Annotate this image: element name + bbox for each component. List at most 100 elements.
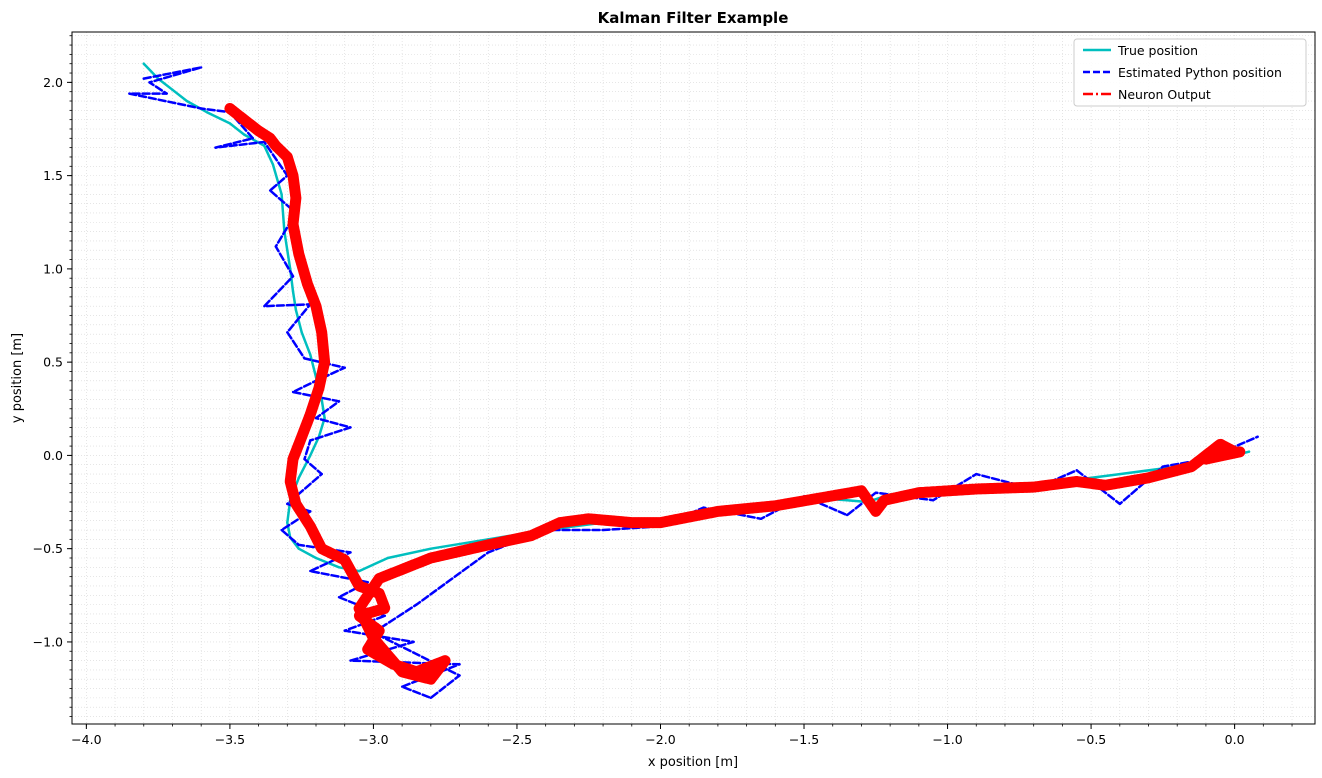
- neuron-output-line-point: [309, 413, 312, 416]
- neuron-output-line-point: [377, 592, 381, 595]
- estimated-position-line-point: [320, 472, 323, 476]
- estimated-position-line-point: [148, 81, 151, 84]
- estimated-position-line-point: [291, 275, 295, 278]
- y-tick-label: 0.0: [43, 448, 63, 463]
- y-tick-label: 2.0: [43, 75, 63, 90]
- x-tick-label: −2.5: [502, 732, 532, 747]
- true-position-line-point: [142, 62, 145, 65]
- estimated-position-line-point: [415, 603, 418, 606]
- neuron-output-line-point: [400, 670, 404, 673]
- neuron-output-line-point: [294, 196, 298, 200]
- legend-label-estimated-position: Estimated Python position: [1118, 65, 1282, 80]
- estimated-position-line-point: [309, 439, 312, 442]
- neuron-output-line-point: [291, 174, 295, 177]
- neuron-output-line-point: [1190, 465, 1193, 468]
- neuron-output-line-point: [377, 577, 381, 580]
- neuron-output-line-point: [320, 547, 323, 550]
- legend-label-neuron-output: Neuron Output: [1118, 87, 1211, 102]
- neuron-output-line-point: [1147, 476, 1150, 479]
- estimated-position-line-point: [383, 614, 387, 618]
- x-tick-label: −0.5: [1076, 732, 1106, 747]
- estimated-position-line-point: [297, 543, 300, 547]
- neuron-output-line-point: [1204, 457, 1208, 461]
- neuron-output-line-point: [429, 678, 433, 681]
- neuron-output-line-point: [377, 629, 381, 632]
- neuron-output-line-point: [294, 502, 298, 506]
- estimated-position-line-point: [412, 640, 415, 644]
- neuron-output-line-point: [320, 331, 323, 334]
- neuron-output-line-point: [860, 489, 863, 493]
- neuron-output-line-point: [716, 510, 720, 513]
- y-tick-label: −0.5: [33, 541, 63, 556]
- y-tick-label: 1.0: [43, 261, 63, 276]
- neuron-output-line-point: [309, 525, 312, 528]
- y-tick-label: 0.5: [43, 355, 63, 370]
- neuron-output-line-point: [392, 663, 395, 666]
- y-tick-label: 1.5: [43, 168, 63, 183]
- estimated-position-line-point: [343, 366, 346, 369]
- true-position-line-point: [323, 416, 326, 420]
- axes: −4.0 −3.5 −3.0 −2.5 −2.0 −1.5 −1.0 −0.5 0.0 −1.0 −…: [33, 35, 1293, 747]
- true-position-line-point: [185, 99, 189, 103]
- neuron-output-line-point: [228, 107, 232, 110]
- estimated-position-line-point: [314, 416, 318, 420]
- neuron-output-line-point: [297, 252, 300, 256]
- neuron-output-line-point: [659, 521, 662, 524]
- estimated-position-line-point: [759, 517, 763, 521]
- x-tick-label: −2.0: [645, 732, 675, 747]
- grid: [72, 32, 1315, 724]
- neuron-output-line-point: [1075, 480, 1078, 483]
- true-position-line-point: [286, 521, 289, 524]
- estimated-position-line-point: [343, 629, 346, 632]
- neuron-output-line-point: [383, 607, 387, 610]
- neuron-output-line-point: [1032, 485, 1035, 489]
- estimated-position-line-point: [251, 137, 255, 140]
- neuron-output-line-point: [587, 517, 590, 521]
- estimated-position-line-point: [366, 581, 369, 584]
- true-position-line-point: [429, 547, 433, 550]
- neuron-output-line-point: [874, 510, 877, 513]
- neuron-output-line-point: [300, 435, 303, 438]
- neuron-output-line-point: [443, 659, 447, 662]
- estimated-position-line-point: [199, 66, 203, 69]
- estimated-position-line-point: [199, 107, 203, 110]
- neuron-output-line-point: [257, 129, 260, 133]
- estimated-position-line-point: [286, 331, 289, 334]
- neuron-output-line-point: [558, 521, 562, 524]
- neuron-output-line-point: [323, 360, 326, 364]
- estimated-position-line-point: [1075, 469, 1078, 472]
- true-position-line-point: [243, 133, 246, 136]
- estimated-position-line-point: [274, 245, 278, 248]
- true-position-line-point: [1247, 450, 1251, 453]
- neuron-output-line-point: [357, 607, 361, 610]
- estimated-position-line-point: [337, 595, 341, 599]
- estimated-position-line-point: [845, 513, 849, 517]
- neuron-output-line-point: [286, 155, 289, 159]
- x-tick-label: −1.0: [932, 732, 962, 747]
- true-position-line-point: [280, 193, 283, 196]
- neuron-output-line-point: [291, 457, 295, 461]
- estimated-position-line-point: [1256, 435, 1259, 438]
- neuron-output-line-point: [883, 498, 886, 502]
- true-position-line-point: [291, 290, 295, 293]
- neuron-output-line-point: [774, 504, 777, 507]
- estimated-position-line-point: [349, 551, 352, 554]
- true-position-line-point: [171, 88, 174, 92]
- true-position-line-point: [1118, 472, 1121, 476]
- neuron-output-line-point: [343, 558, 346, 562]
- true-position-line-point: [309, 454, 312, 457]
- true-position-line-point: [271, 163, 275, 166]
- estimated-position-line-point: [165, 92, 168, 95]
- estimated-position-line-point: [487, 551, 490, 554]
- neuron-output-line-point: [317, 387, 321, 390]
- estimated-position-line-point: [337, 400, 341, 403]
- estimated-position-line-point: [1161, 465, 1165, 468]
- neuron-output-line-point: [243, 118, 246, 121]
- neuron-output-line-point: [415, 670, 418, 673]
- true-position-line-point: [845, 498, 849, 502]
- neuron-output-line-point: [1239, 450, 1242, 453]
- x-tick-label: −3.5: [215, 732, 245, 747]
- plot-frame: [71, 31, 1316, 725]
- y-tick-label: −1.0: [33, 634, 63, 649]
